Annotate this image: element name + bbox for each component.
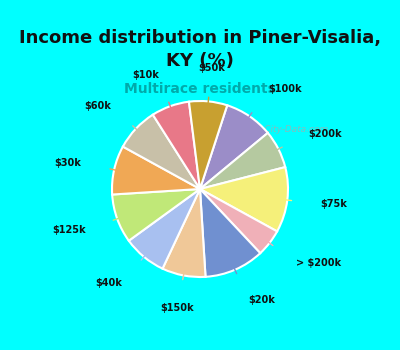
Wedge shape: [162, 189, 206, 277]
Text: $20k: $20k: [248, 295, 275, 306]
Text: $150k: $150k: [160, 303, 194, 313]
Wedge shape: [200, 189, 260, 277]
Text: > $200k: > $200k: [296, 258, 341, 268]
Wedge shape: [189, 101, 227, 189]
Text: $40k: $40k: [96, 278, 122, 288]
Text: $10k: $10k: [132, 70, 159, 80]
Wedge shape: [200, 189, 277, 253]
Text: $30k: $30k: [55, 158, 82, 168]
Wedge shape: [129, 189, 200, 268]
Wedge shape: [112, 147, 200, 195]
Wedge shape: [200, 105, 268, 189]
Text: $200k: $200k: [308, 129, 342, 139]
Text: $60k: $60k: [84, 101, 112, 111]
Wedge shape: [200, 167, 288, 231]
Wedge shape: [112, 189, 200, 241]
Wedge shape: [123, 115, 200, 189]
Wedge shape: [153, 102, 200, 189]
Text: $125k: $125k: [52, 225, 86, 235]
Text: ⓘ City-Data.com: ⓘ City-Data.com: [256, 125, 328, 134]
Text: Income distribution in Piner-Visalia,
KY (%): Income distribution in Piner-Visalia, KY…: [19, 29, 381, 70]
Wedge shape: [200, 133, 285, 189]
Text: $50k: $50k: [198, 63, 225, 73]
Text: Multirace residents: Multirace residents: [124, 82, 276, 96]
Text: $100k: $100k: [268, 84, 302, 93]
Text: $75k: $75k: [320, 199, 347, 209]
